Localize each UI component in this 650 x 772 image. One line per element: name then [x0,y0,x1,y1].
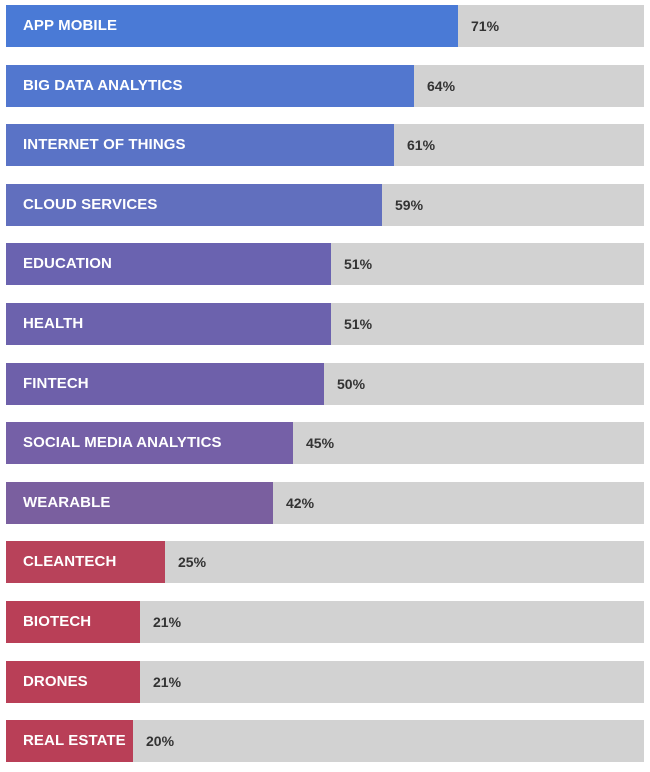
category-label: EDUCATION [23,255,112,273]
bar [6,64,414,107]
value-label: 21% [153,673,182,690]
category-label: BIG DATA ANALYTICS [23,76,183,94]
bar-track: INTERNET OF THINGS 61% [6,124,644,167]
bar [6,5,458,47]
bar-track: BIG DATA ANALYTICS 64% [6,64,644,107]
bar-track: FINTECH 50% [6,362,644,405]
bar [6,660,140,703]
value-label: 71% [471,18,500,34]
bar [6,362,324,405]
bar-track: BIOTECH 21% [6,601,644,643]
category-label: WEARABLE [23,493,111,511]
bar [6,601,140,643]
category-label: FINTECH [23,374,89,392]
bar [6,720,133,763]
bar [6,243,331,286]
value-label: 50% [337,375,366,392]
value-label: 42% [286,494,315,511]
category-label: HEALTH [23,315,84,332]
category-label: DRONES [23,672,88,690]
bar-track: SOCIAL MEDIA ANALYTICS 45% [6,422,644,465]
bar-track: CLEANTECH 25% [6,541,644,584]
value-label: 25% [178,554,207,571]
category-label: CLOUD SERVICES [23,195,158,213]
bar-track: WEARABLE 42% [6,481,644,524]
value-label: 64% [427,77,456,94]
bar-track: EDUCATION 51% [6,243,644,286]
bar-track: APP MOBILE 71% [6,5,644,47]
bar [6,124,394,167]
bar-track: REAL ESTATE 20% [6,720,644,763]
value-label: 51% [344,316,373,332]
bar [6,422,293,465]
category-label: INTERNET OF THINGS [23,136,186,154]
category-label: CLEANTECH [23,553,117,571]
bar [6,481,273,524]
category-label: SOCIAL MEDIA ANALYTICS [23,434,222,452]
bar [6,541,165,584]
value-label: 21% [153,614,182,630]
value-label: 61% [407,137,436,154]
bar [6,183,382,226]
value-label: 20% [146,733,175,750]
value-label: 59% [395,196,424,213]
bar-track: HEALTH 51% [6,303,644,345]
value-label: 51% [344,256,373,273]
value-label: 45% [306,435,335,452]
bar [6,303,331,345]
category-label: REAL ESTATE [23,732,126,750]
category-label: APP MOBILE [23,17,118,34]
bar-track: DRONES 21% [6,660,644,703]
category-label: BIOTECH [23,613,92,630]
bar-track: CLOUD SERVICES 59% [6,183,644,226]
